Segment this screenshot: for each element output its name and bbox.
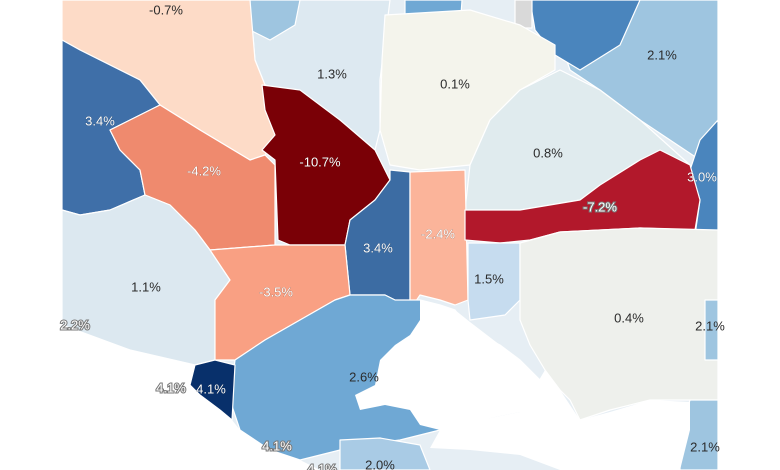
region-label-south-west-edge: 4.1%	[156, 380, 186, 395]
region-label-south-salmon: -3.5%	[259, 284, 293, 299]
region-label-central-blue: 3.4%	[363, 240, 393, 255]
region-south-west-navy[interactable]	[189, 359, 236, 421]
region-label-far-east-blue: 3.0%	[687, 169, 717, 184]
region-label-central-dark-red: -10.7%	[299, 154, 341, 169]
harbor-water	[355, 300, 548, 430]
region-label-south-west-pale: 1.1%	[131, 279, 161, 294]
region-label-east-red: -7.2%	[583, 199, 617, 214]
region-label-far-east-edge: 2.1%	[695, 318, 725, 333]
harbor-water-east	[430, 370, 690, 470]
region-south-east-neutral[interactable]	[519, 227, 719, 441]
region-label-south-edge-navy: 4.1%	[307, 461, 337, 470]
region-label-east-center: 0.8%	[533, 145, 563, 160]
region-label-north-east-blue: 2.1%	[647, 47, 677, 62]
region-label-south-east-edge: 2.1%	[690, 439, 720, 454]
region-label-north-west-peach: -0.7%	[149, 2, 183, 17]
region-label-south-pale-blue: 2.0%	[365, 457, 395, 470]
region-label-inner-harbor-blue: 1.5%	[474, 271, 504, 286]
region-far-east-edge[interactable]	[704, 299, 719, 361]
region-east-red[interactable]	[464, 149, 701, 244]
region-label-south-blue: 2.6%	[349, 369, 379, 384]
region-north-east-strong[interactable]	[529, 0, 641, 71]
region-label-south-west-navy: 4.1%	[196, 381, 226, 396]
region-label-north-center: 1.3%	[317, 66, 347, 81]
region-label-west-salmon: -4.2%	[187, 163, 221, 178]
region-label-south-east-neutral: 0.4%	[614, 310, 644, 325]
region-south-pale-blue[interactable]	[339, 437, 431, 470]
region-label-west-blue: 3.4%	[85, 113, 115, 128]
region-north-gray[interactable]	[514, 0, 533, 29]
map-corner-sw	[62, 325, 320, 470]
region-label-north-east-neutral: 0.1%	[440, 76, 470, 91]
region-label-far-west-edge: 2.2%	[60, 317, 90, 332]
region-labels: -0.7% 1.3% 0.1% 2.1% 3.4% -4.2% -10.7% 0.8% -7.2…	[59, 2, 725, 470]
region-label-central-peach: -2.4%	[421, 226, 455, 241]
region-label-south-edge-blue: 4.1%	[262, 438, 292, 453]
